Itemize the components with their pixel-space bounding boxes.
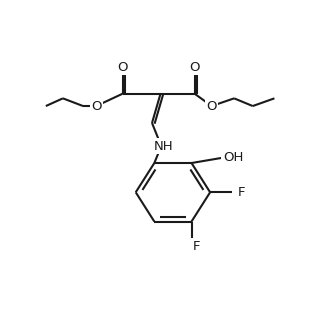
Text: NH: NH xyxy=(154,140,174,152)
Text: O: O xyxy=(117,61,128,74)
Text: F: F xyxy=(193,240,200,253)
Text: F: F xyxy=(238,186,245,199)
Text: OH: OH xyxy=(223,151,243,164)
Text: O: O xyxy=(91,100,101,113)
Text: O: O xyxy=(189,61,200,74)
Text: O: O xyxy=(206,100,217,113)
